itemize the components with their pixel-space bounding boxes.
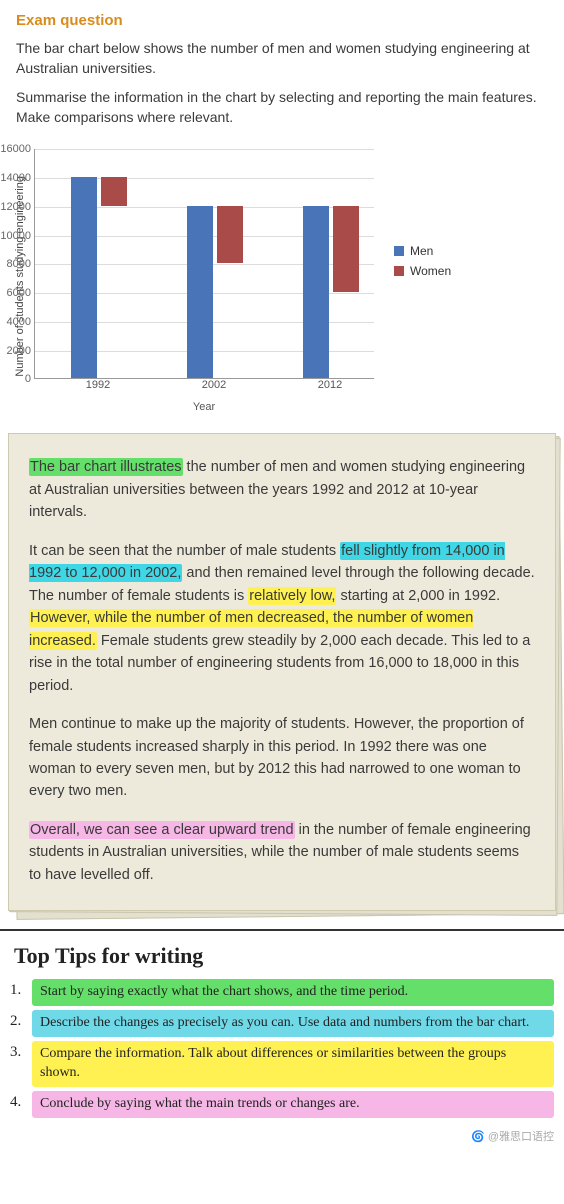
highlight-yellow: relatively low, xyxy=(248,587,336,605)
tip-row: 4.Conclude by saying what the main trend… xyxy=(10,1091,554,1118)
tip-text: Describe the changes as precisely as you… xyxy=(32,1010,554,1037)
bar-chart: Number of students studying engineering … xyxy=(0,145,564,423)
tip-row: 1.Start by saying exactly what the chart… xyxy=(10,979,554,1006)
chart-ytick-label: 14000 xyxy=(0,172,31,184)
top-tips-section: Top Tips for writing 1.Start by saying e… xyxy=(0,931,564,1135)
chart-xtick-label: 1992 xyxy=(86,379,110,391)
chart-ytick-label: 2000 xyxy=(0,345,31,357)
answer-paragraph-3: Men continue to make up the majority of … xyxy=(29,713,535,803)
chart-ytick-label: 6000 xyxy=(0,287,31,299)
tip-row: 3.Compare the information. Talk about di… xyxy=(10,1041,554,1087)
tip-text: Compare the information. Talk about diff… xyxy=(32,1041,554,1087)
legend-label: Men xyxy=(410,244,433,258)
chart-bar xyxy=(217,206,243,264)
legend-swatch xyxy=(394,246,404,256)
weibo-icon: 🌀 xyxy=(471,1131,488,1143)
chart-legend: Men Women xyxy=(394,244,451,284)
tip-text: Start by saying exactly what the chart s… xyxy=(32,979,554,1006)
answer-paragraph-4: Overall, we can see a clear upward trend… xyxy=(29,819,535,886)
chart-ytick-label: 8000 xyxy=(0,258,31,270)
tips-list: 1.Start by saying exactly what the chart… xyxy=(10,979,554,1117)
exam-paragraph-1: The bar chart below shows the number of … xyxy=(16,39,548,78)
answer-text: It can be seen that the number of male s… xyxy=(29,543,340,559)
legend-swatch xyxy=(394,266,404,276)
tip-number: 3. xyxy=(10,1041,32,1087)
chart-gridline xyxy=(35,149,374,150)
sample-answer-body: The bar chart illustrates the number of … xyxy=(8,433,556,911)
tip-number: 2. xyxy=(10,1010,32,1037)
chart-bar xyxy=(71,177,97,378)
legend-item: Men xyxy=(394,244,451,258)
chart-bar xyxy=(333,206,359,292)
tip-number: 1. xyxy=(10,979,32,1006)
legend-label: Women xyxy=(410,264,451,278)
chart-ytick-label: 10000 xyxy=(0,230,31,242)
chart-plot-area: 0200040006000800010000120001400016000 xyxy=(34,149,374,379)
chart-x-labels: 1992 2002 2012 xyxy=(34,379,374,395)
exam-question-section: Exam question The bar chart below shows … xyxy=(0,0,564,145)
answer-text: Female students grew steadily by 2,000 e… xyxy=(29,633,530,694)
answer-paragraph-2: It can be seen that the number of male s… xyxy=(29,540,535,697)
highlight-green: The bar chart illustrates xyxy=(29,458,183,476)
highlight-pink: Overall, we can see a clear upward trend xyxy=(29,821,295,839)
answer-text: starting at 2,000 in 1992. xyxy=(336,588,500,604)
tips-heading: Top Tips for writing xyxy=(14,943,550,969)
chart-ytick-label: 12000 xyxy=(0,201,31,213)
chart-xtick-label: 2002 xyxy=(202,379,226,391)
chart-bar xyxy=(101,177,127,206)
chart-bar xyxy=(303,206,329,379)
chart-bar-group xyxy=(303,206,359,379)
exam-heading: Exam question xyxy=(16,12,548,29)
answer-paragraph-1: The bar chart illustrates the number of … xyxy=(29,456,535,523)
chart-ytick-label: 0 xyxy=(0,373,31,385)
tip-row: 2.Describe the changes as precisely as y… xyxy=(10,1010,554,1037)
chart-bar-group xyxy=(187,206,243,379)
tip-number: 4. xyxy=(10,1091,32,1118)
chart-xtick-label: 2012 xyxy=(318,379,342,391)
watermark: 🌀 @雅思口语控 xyxy=(0,1128,564,1150)
chart-bar xyxy=(187,206,213,379)
legend-item: Women xyxy=(394,264,451,278)
sample-answer-card: The bar chart illustrates the number of … xyxy=(8,433,556,911)
chart-ytick-label: 4000 xyxy=(0,316,31,328)
exam-paragraph-2: Summarise the information in the chart b… xyxy=(16,88,548,127)
chart-x-axis-label: Year xyxy=(34,401,374,413)
tip-text: Conclude by saying what the main trends … xyxy=(32,1091,554,1118)
chart-ytick-label: 16000 xyxy=(0,143,31,155)
chart-bar-group xyxy=(71,177,127,378)
